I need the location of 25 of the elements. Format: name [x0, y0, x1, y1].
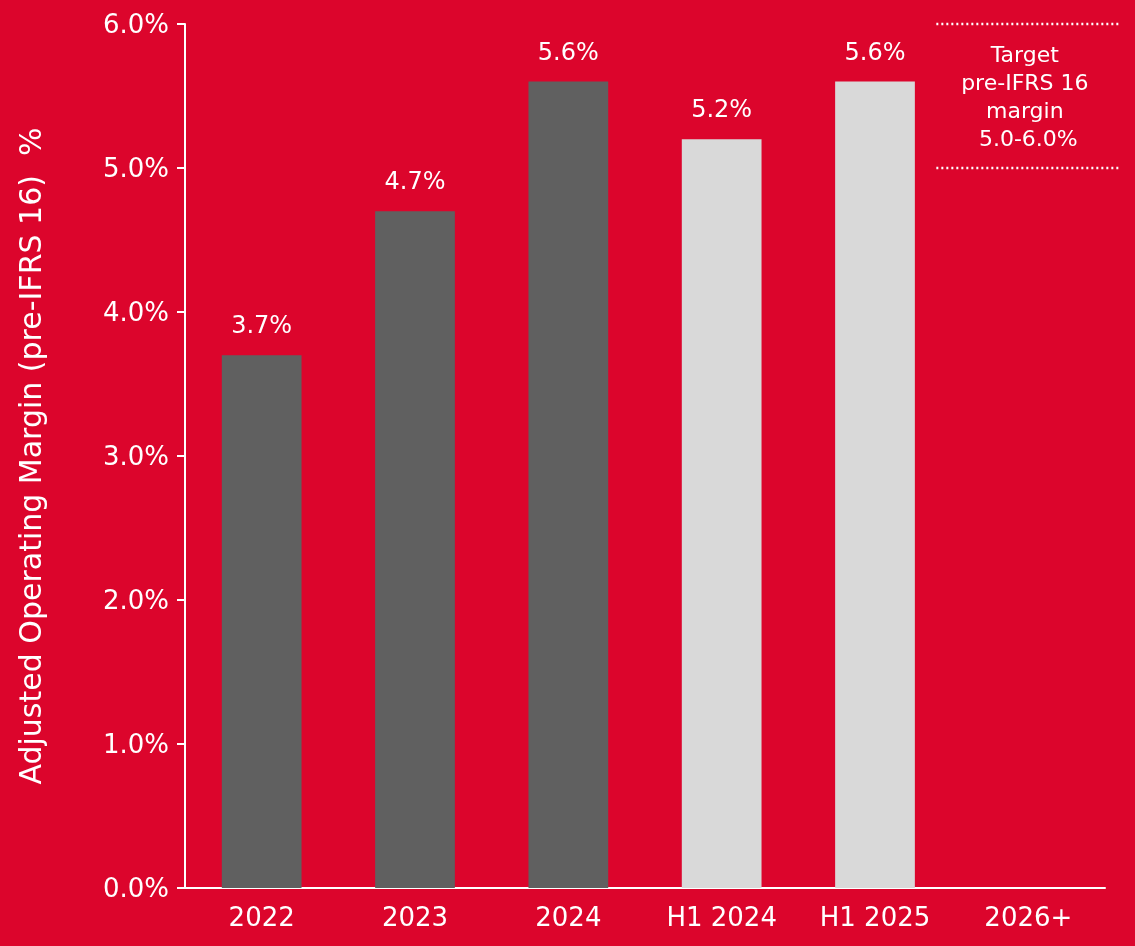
x-tick-label: 2026+ [984, 902, 1073, 932]
data-label: 3.7% [231, 311, 293, 340]
y-tick-label: 3.0% [102, 441, 169, 471]
x-tick-label: 2024 [535, 902, 602, 932]
y-tick-label: 6.0% [102, 9, 169, 39]
x-tick-label: H1 2024 [666, 902, 777, 932]
y-tick-label: 4.0% [102, 297, 169, 327]
bar [528, 81, 609, 888]
bar [835, 81, 915, 888]
x-tick-label: 2022 [228, 902, 295, 932]
data-label: 4.7% [384, 167, 446, 196]
y-axis-title: Adjusted Operating Margin (pre-IFRS 16) % [12, 127, 48, 785]
bar [681, 139, 762, 888]
annotation: Target pre-IFRS 16 margin 5.0-6.0% [961, 41, 1096, 151]
x-tick-label: 2023 [381, 902, 449, 932]
y-tick-label: 2.0% [102, 585, 169, 615]
y-tick-label: 5.0% [102, 153, 169, 183]
y-tick-label: 0.0% [102, 873, 169, 903]
data-label: 5.6% [537, 37, 599, 66]
x-tick-label: H1 2025 [819, 902, 931, 932]
bar [221, 355, 302, 888]
data-label: 5.6% [844, 37, 906, 66]
y-tick-label: 1.0% [102, 729, 169, 759]
data-label: 5.2% [691, 95, 753, 124]
bar [375, 211, 455, 888]
